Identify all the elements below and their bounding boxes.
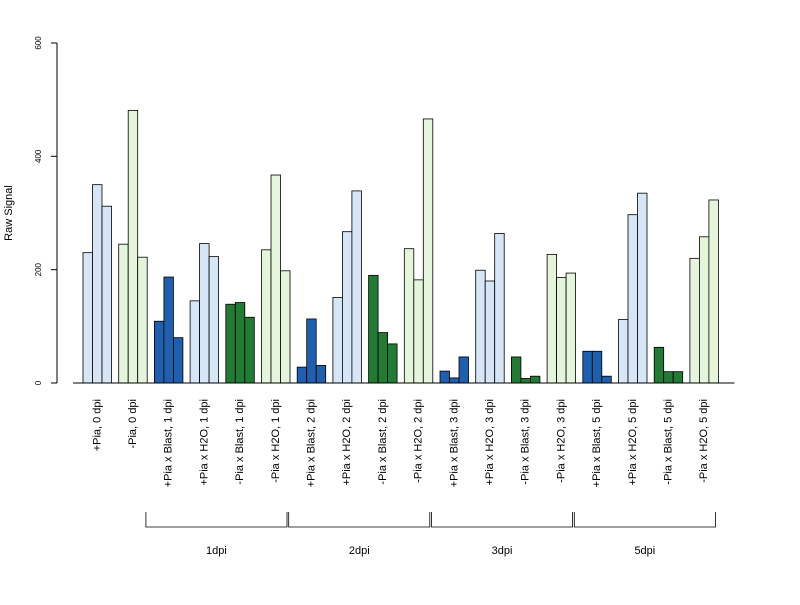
bar [127,110,139,384]
bar [449,377,460,384]
x-tick-label: -Pia x H2O, 1 dpi [270,399,282,483]
bar [637,192,648,384]
bar [672,371,684,384]
bar [368,274,379,384]
time-bracket [431,512,573,528]
bar [244,316,255,384]
bar [627,214,638,384]
x-tick-label: -Pia x Blast, 3 dpi [520,399,532,485]
y-axis: 0 200 400 600 [34,36,58,385]
y-tick-label: 400 [34,149,43,163]
bar [601,375,612,384]
x-tick-label: +Pia x H2O, 1 dpi [198,399,210,486]
time-bracket-label: 5dpi [634,545,655,557]
bar [618,319,629,384]
x-tick-label: -Pia x Blast, 5 dpi [662,399,674,485]
y-axis-label: Raw Signal [3,185,15,241]
x-tick-label: +Pia x H2O, 5 dpi [627,399,639,486]
time-brackets: 1dpi 2dpi 3dpi 5dpi [145,512,716,557]
x-tick-label: -Pia x Blast, 1 dpi [234,399,246,485]
x-tick-label: -Pia x H2O, 5 dpi [698,399,710,483]
bar [520,378,531,384]
bar [172,337,184,384]
bar [163,276,174,384]
bar [199,243,210,384]
bar [475,269,486,384]
bar [591,350,603,384]
bar [306,318,317,384]
x-tick-label: -Pia x H2O, 3 dpi [555,399,567,483]
time-bracket [145,512,288,528]
bar [208,256,220,384]
x-tick-label: +Pia x Blast, 1 dpi [163,399,175,487]
time-bracket-label: 2dpi [349,545,370,557]
bar [663,371,674,384]
x-tick-label: +Pia, 0 dpi [91,399,103,451]
bar [387,343,398,384]
bar [708,199,719,384]
bar [403,248,415,384]
bars-layer [82,110,719,384]
bar [413,279,424,384]
x-tick-label: +Pia x H2O, 3 dpi [484,399,496,486]
bar [92,184,103,384]
bar [422,118,434,384]
bar [351,190,362,384]
x-tick-label: +Pia x Blast, 2 dpi [305,399,317,487]
bar [332,297,343,384]
time-bracket [573,512,716,528]
x-tick-label: -Pia x Blast, 2 dpi [377,399,389,485]
time-bracket-label: 3dpi [492,545,513,557]
bar [270,174,281,384]
bar [458,356,469,384]
bar [556,277,567,384]
x-tick-label: +Pia x Blast, 3 dpi [448,399,460,487]
bar [225,303,236,384]
bar [153,320,165,384]
bar [582,350,593,384]
bar [377,332,389,384]
bar [315,365,327,384]
x-tick-label: -Pia, 0 dpi [127,399,139,449]
x-tick-label: -Pia x H2O, 2 dpi [413,399,425,483]
bar [189,300,201,384]
bar [137,256,148,384]
y-tick-label: 200 [34,262,43,276]
bar [296,366,308,384]
bar [101,205,112,384]
time-bracket [288,512,431,528]
bar [546,253,557,384]
time-bracket-label: 1dpi [206,545,227,557]
bar [494,232,505,384]
y-tick-label: 0 [34,380,43,385]
bar [439,370,450,384]
bar [484,280,496,384]
bar [689,257,700,384]
x-tick-label: +Pia x H2O, 2 dpi [341,399,353,486]
x-tick-labels: +Pia, 0 dpi -Pia, 0 dpi +Pia x Blast, 1 dp… [91,399,710,487]
bar [234,302,246,384]
bar [341,231,353,384]
x-tick-label: +Pia x Blast, 5 dpi [591,399,603,487]
bar [653,346,665,384]
bar [530,375,541,384]
bar [699,236,710,384]
bar [510,356,522,384]
y-tick-label: 600 [34,36,43,50]
bar [565,272,576,384]
bar [82,252,93,384]
bar [118,243,129,384]
bar [280,270,291,384]
bar [261,249,272,384]
